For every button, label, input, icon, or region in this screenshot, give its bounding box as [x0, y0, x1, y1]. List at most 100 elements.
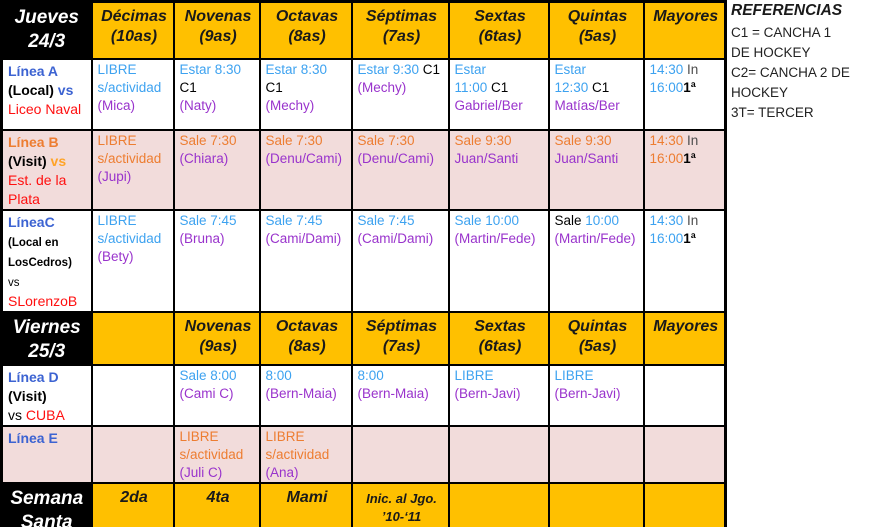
column-header-line: 2da	[120, 488, 148, 506]
row-linea-e-cell-7	[642, 424, 727, 484]
text-line: (Chiara)	[179, 150, 229, 166]
header-semana-santa-cell-2: 4ta	[172, 481, 261, 527]
text-line: LIBRE	[97, 61, 137, 77]
text-line: Línea A	[8, 62, 59, 79]
row-linea-e-cell-5	[447, 424, 550, 484]
text-line: (Martin/Fede)	[454, 230, 536, 246]
column-header-line: (6tas)	[478, 337, 522, 355]
references-line-c1b: DE HOCKEY	[731, 45, 811, 60]
row-linea-b-cell-5: Sale 9:30 Juan/Santi	[447, 128, 550, 211]
row-linea-d-cell-5: LIBRE (Bern-Javi)	[447, 363, 550, 427]
text-line: Línea D	[8, 368, 59, 385]
references-panel: REFERENCIAS C1 = CANCHA 1 DE HOCKEY C2= …	[731, 2, 875, 123]
text-line: 14:30 In	[649, 212, 699, 228]
header-jueves: Jueves 24/3 Décimas (10as) Novenas (9as) Octav…	[0, 0, 727, 60]
header-jueves-label: Jueves 24/3	[0, 0, 93, 60]
text-line: (Bern-Javi)	[554, 385, 621, 401]
text-line: (Cami C)	[179, 385, 234, 401]
day-label-line: 24/3	[28, 31, 66, 52]
text-line: C1	[265, 79, 283, 95]
text-line: (Mechy)	[357, 79, 407, 95]
header-jueves-cell-6: Quintas (5as)	[547, 0, 645, 60]
day-label-line: Semana	[10, 487, 84, 509]
text-line: 12:30 C1	[554, 79, 610, 95]
text-line: LIBRE	[97, 132, 137, 148]
header-viernes-label: Viernes 25/3	[0, 310, 93, 366]
row-linea-e-cell-2: LIBRE s/actividad (Juli C)	[172, 424, 261, 484]
text-line: Sale 10:00	[554, 212, 620, 228]
text-line: 16:001ª	[649, 150, 696, 166]
text-line: Sale 10:00	[454, 212, 520, 228]
text-line: Plata	[8, 190, 40, 207]
header-jueves-cell-1: Décimas (10as)	[90, 0, 175, 60]
text-line: LIBRE	[179, 428, 219, 444]
text-line: (Local) vs	[8, 81, 74, 98]
text-line: (Bern-Maia)	[357, 385, 429, 401]
text-line: (Ana)	[265, 464, 299, 480]
text-line: (Mechy)	[265, 97, 315, 113]
column-header-line: (5as)	[578, 337, 617, 355]
text-line: (Juli C)	[179, 464, 223, 480]
column-header-line: (9as)	[199, 337, 237, 355]
header-viernes-cell-5: Sextas (6tas)	[447, 310, 550, 366]
column-header-line: (6tas)	[478, 28, 522, 45]
row-linea-b-cell-7: 14:30 In 16:001ª	[642, 128, 727, 211]
header-semana-santa: Semana Santa 2da 4ta Mami Inic. al Jgo. ’10-‘1…	[0, 481, 727, 527]
text-line: 16:001ª	[649, 230, 696, 246]
column-header-line: Octavas	[275, 317, 339, 335]
row-linea-d-cell-7	[642, 363, 727, 427]
column-header-line: Sextas	[474, 8, 526, 25]
header-viernes-cell-4: Séptimas (7as)	[350, 310, 450, 366]
text-line: 14:30 In	[649, 61, 699, 77]
column-header-line: Séptimas	[365, 317, 438, 335]
text-line: Gabriel/Ber	[454, 97, 523, 113]
text-line: (Naty)	[179, 97, 217, 113]
header-jueves-cell-2: Novenas (9as)	[172, 0, 261, 60]
text-line: Liceo Naval	[8, 100, 82, 117]
row-linea-b-cell-6: Sale 9:30 Juan/Santi	[547, 128, 645, 211]
text-line: LIBRE	[265, 428, 305, 444]
row-linea-b-label: Línea B (Visit) vs Est. de la Plata	[0, 128, 93, 211]
row-linea-d-cell-1	[90, 363, 175, 427]
row-linea-e-cell-3: LIBRE s/actividad (Ana)	[258, 424, 353, 484]
text-line: 8:00	[265, 367, 292, 383]
text-line: Juan/Santi	[554, 150, 619, 166]
text-line: (Bruna)	[179, 230, 225, 246]
header-semana-santa-label: Semana Santa	[0, 481, 93, 527]
text-line: 16:001ª	[649, 79, 696, 95]
references-line-c2: C2= CANCHA 2 DE	[731, 65, 850, 80]
column-header-line: 4ta	[206, 488, 230, 506]
text-line: Sale 9:30	[454, 132, 512, 148]
text-line: Sale 7:45	[265, 212, 323, 228]
column-header-line: (9as)	[199, 28, 237, 45]
row-linea-e: Línea E LIBRE s/actividad (Juli C) LIBRE s/ac…	[0, 424, 727, 484]
row-linea-d-label: Línea D (Visit) vs CUBA	[0, 363, 93, 427]
text-line: (Martin/Fede)	[554, 230, 636, 246]
row-linea-a-label: Línea A (Local) vs Liceo Naval	[0, 57, 93, 131]
text-line: Estar 8:30	[265, 61, 328, 77]
text-line: Estar 8:30	[179, 61, 242, 77]
column-header-line: (5as)	[578, 28, 617, 45]
text-line: (Denu/Cami)	[265, 150, 343, 166]
text-line: Matías/Ber	[554, 97, 620, 113]
column-header-line: (10as)	[110, 28, 158, 45]
row-linea-c-cell-1: LIBRE s/actividad (Bety)	[90, 208, 175, 313]
column-header-line: Novenas	[184, 8, 252, 25]
row-linea-c-cell-7: 14:30 In 16:001ª	[642, 208, 727, 313]
header-semana-santa-cell-7	[642, 481, 727, 527]
column-header-line: Mayores	[653, 317, 719, 335]
text-line: (Cami/Dami)	[265, 230, 342, 246]
row-linea-e-cell-4	[350, 424, 450, 484]
row-linea-b: Línea B (Visit) vs Est. de la Plata LIBRE s/a…	[0, 128, 727, 211]
header-viernes-cell-2: Novenas (9as)	[172, 310, 261, 366]
text-line: (Jupi)	[97, 168, 132, 184]
text-line: SLorenzoB	[8, 292, 78, 309]
text-line: (Mica)	[97, 97, 136, 113]
row-linea-c-label: LíneaC (Local en LosCedros) vs SLorenzoB	[0, 208, 93, 313]
header-semana-santa-cell-4: Inic. al Jgo. ’10-‘11	[350, 481, 450, 527]
text-line: s/actividad	[97, 230, 162, 246]
text-line: 11:00 C1	[454, 79, 509, 95]
text-line: 14:30 In	[649, 132, 699, 148]
header-viernes-cell-7: Mayores	[642, 310, 727, 366]
